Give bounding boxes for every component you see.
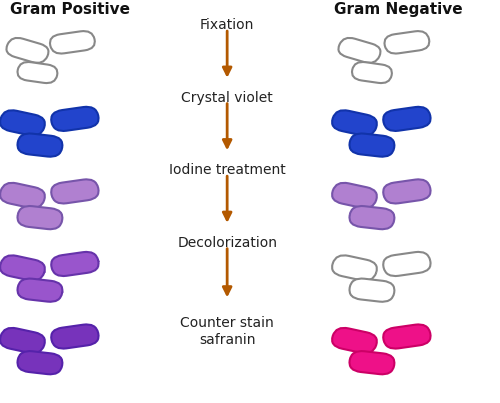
FancyBboxPatch shape bbox=[50, 31, 95, 54]
FancyBboxPatch shape bbox=[332, 328, 377, 353]
Text: Gram Positive: Gram Positive bbox=[10, 2, 130, 17]
FancyBboxPatch shape bbox=[383, 179, 430, 204]
FancyBboxPatch shape bbox=[0, 183, 45, 208]
Text: Decolorization: Decolorization bbox=[177, 236, 277, 250]
FancyBboxPatch shape bbox=[383, 324, 430, 349]
FancyBboxPatch shape bbox=[18, 62, 58, 83]
FancyBboxPatch shape bbox=[0, 256, 45, 280]
FancyBboxPatch shape bbox=[51, 252, 98, 276]
Text: Iodine treatment: Iodine treatment bbox=[169, 163, 286, 177]
FancyBboxPatch shape bbox=[332, 183, 377, 208]
FancyBboxPatch shape bbox=[0, 328, 45, 353]
FancyBboxPatch shape bbox=[350, 278, 395, 302]
FancyBboxPatch shape bbox=[350, 133, 395, 157]
FancyBboxPatch shape bbox=[383, 107, 430, 131]
FancyBboxPatch shape bbox=[384, 31, 430, 54]
FancyBboxPatch shape bbox=[51, 179, 98, 204]
FancyBboxPatch shape bbox=[18, 133, 62, 157]
FancyBboxPatch shape bbox=[332, 110, 377, 135]
FancyBboxPatch shape bbox=[383, 252, 430, 276]
FancyBboxPatch shape bbox=[18, 206, 62, 229]
FancyBboxPatch shape bbox=[350, 351, 395, 374]
FancyBboxPatch shape bbox=[18, 351, 62, 374]
FancyBboxPatch shape bbox=[0, 110, 45, 135]
FancyBboxPatch shape bbox=[332, 256, 377, 280]
Text: Counter stain
safranin: Counter stain safranin bbox=[180, 316, 274, 347]
FancyBboxPatch shape bbox=[6, 38, 48, 63]
FancyBboxPatch shape bbox=[18, 278, 62, 302]
FancyBboxPatch shape bbox=[352, 62, 392, 83]
FancyBboxPatch shape bbox=[350, 206, 395, 229]
FancyBboxPatch shape bbox=[51, 107, 98, 131]
FancyBboxPatch shape bbox=[338, 38, 380, 63]
Text: Crystal violet: Crystal violet bbox=[182, 91, 273, 105]
FancyBboxPatch shape bbox=[51, 324, 98, 349]
Text: Gram Negative: Gram Negative bbox=[334, 2, 463, 17]
Text: Fixation: Fixation bbox=[200, 18, 254, 32]
